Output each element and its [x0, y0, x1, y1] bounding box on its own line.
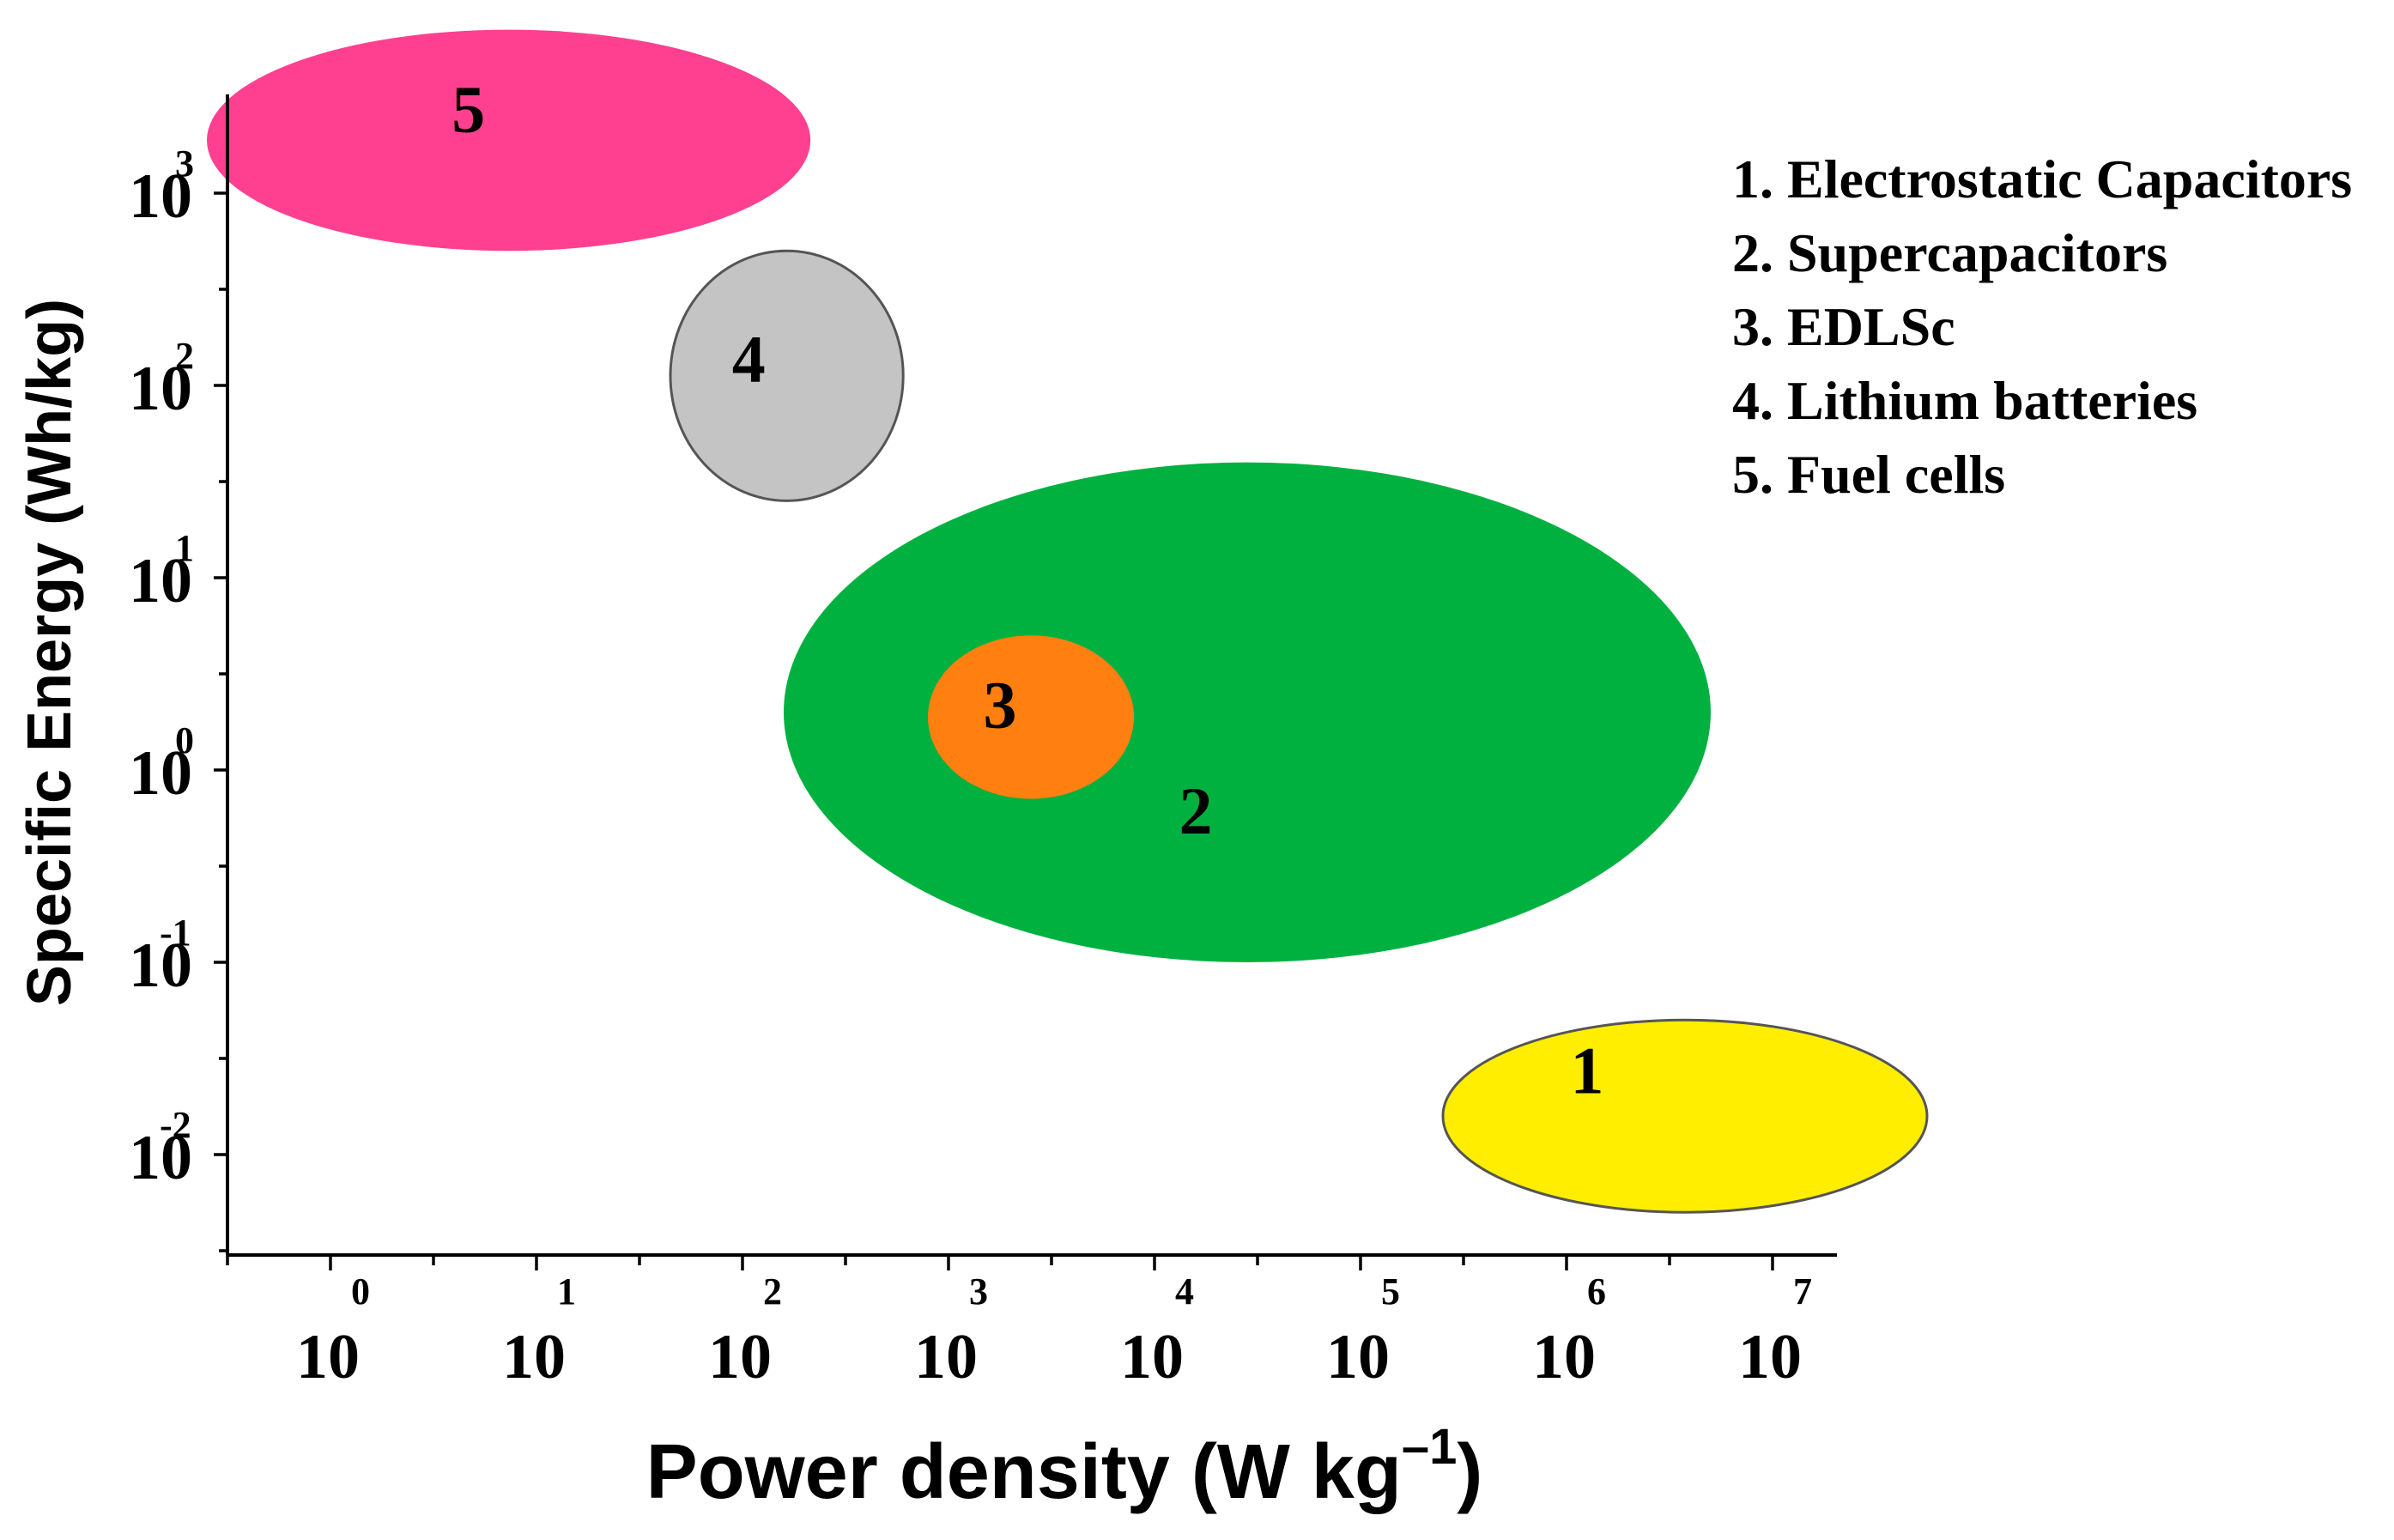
- x-tick-exponent: 1: [557, 1270, 576, 1313]
- region-4: [669, 249, 905, 502]
- y-tick-exponent: 2: [175, 335, 194, 377]
- legend-item-2: 2. Supercapacitors: [1732, 222, 2167, 283]
- ticklabels-layer: 10-210-110010110210310010110210310410510…: [129, 142, 1812, 1392]
- y-tick-exponent: -2: [160, 1104, 191, 1146]
- x-tick-label-7: 107: [1738, 1270, 1812, 1392]
- region-5: [206, 29, 811, 252]
- legend-item-5: 5. Fuel cells: [1732, 444, 2005, 505]
- x-tick-base: 10: [1326, 1322, 1390, 1392]
- region-label-1: 1: [1571, 1033, 1604, 1107]
- legend-item-4: 4. Lithium batteries: [1732, 370, 2197, 431]
- y-tick-label-0: 100: [129, 719, 194, 809]
- ticks-layer: [214, 191, 1774, 1270]
- x-tick-label-2: 102: [708, 1270, 782, 1392]
- regions-layer: [206, 29, 1929, 1214]
- x-tick-exponent: 7: [1793, 1270, 1812, 1313]
- x-tick-exponent: 2: [763, 1270, 782, 1313]
- y-tick-label--1: 10-1: [129, 912, 192, 1001]
- legend: 1. Electrostatic Capacitors 2. Supercapac…: [1732, 149, 2352, 505]
- y-tick-base: 10: [129, 546, 192, 616]
- region-labels-layer: 2 1 3 4 5: [452, 71, 1603, 1107]
- x-tick-base: 10: [1120, 1322, 1184, 1392]
- region-1: [1441, 1018, 1929, 1214]
- region-label-2: 2: [1179, 773, 1213, 848]
- y-tick-exponent: 3: [175, 142, 194, 185]
- y-tick-label-3: 103: [129, 142, 194, 232]
- y-tick-base: 10: [129, 354, 192, 424]
- region-label-4: 4: [732, 322, 766, 397]
- region-label-3: 3: [984, 668, 1017, 743]
- y-tick-exponent: 1: [175, 527, 194, 569]
- y-tick-label-1: 101: [129, 527, 194, 616]
- legend-item-3: 3. EDLSc: [1732, 296, 1955, 357]
- y-tick-base: 10: [129, 1123, 192, 1193]
- x-tick-label-4: 104: [1120, 1270, 1194, 1392]
- x-tick-base: 10: [708, 1322, 772, 1392]
- y-tick-exponent: 0: [175, 719, 194, 761]
- y-tick-base: 10: [129, 738, 192, 809]
- y-tick-exponent: -1: [160, 912, 191, 954]
- x-tick-base: 10: [914, 1322, 978, 1392]
- y-tick-base: 10: [129, 931, 192, 1001]
- x-tick-base: 10: [1738, 1322, 1802, 1392]
- x-tick-label-6: 106: [1532, 1270, 1606, 1392]
- x-axis-title: Power density (W kg–1): [646, 1419, 1483, 1515]
- x-tick-label-0: 100: [296, 1270, 370, 1392]
- x-tick-exponent: 3: [969, 1270, 988, 1313]
- y-tick-base: 10: [129, 161, 192, 232]
- y-tick-label-2: 102: [129, 335, 194, 424]
- x-tick-base: 10: [296, 1322, 360, 1392]
- y-tick-label--2: 10-2: [129, 1104, 192, 1193]
- x-tick-label-3: 103: [914, 1270, 988, 1392]
- x-axis-title-main: Power density (W kg: [646, 1429, 1402, 1515]
- x-axis-title-close: ): [1457, 1429, 1482, 1515]
- x-tick-exponent: 4: [1175, 1270, 1194, 1313]
- x-tick-base: 10: [1532, 1322, 1596, 1392]
- x-tick-exponent: 5: [1381, 1270, 1400, 1313]
- x-tick-exponent: 0: [351, 1270, 370, 1313]
- x-axis-title-exponent: –1: [1402, 1419, 1458, 1475]
- region-label-5: 5: [452, 71, 485, 146]
- x-tick-label-5: 105: [1326, 1270, 1400, 1392]
- y-axis-title: Specific Energy (Wh/kg): [15, 299, 84, 1006]
- region-2: [784, 462, 1711, 962]
- legend-item-1: 1. Electrostatic Capacitors: [1732, 149, 2352, 209]
- x-tick-base: 10: [502, 1322, 566, 1392]
- region-3: [928, 635, 1134, 799]
- x-tick-label-1: 101: [502, 1270, 576, 1392]
- x-tick-exponent: 6: [1587, 1270, 1606, 1313]
